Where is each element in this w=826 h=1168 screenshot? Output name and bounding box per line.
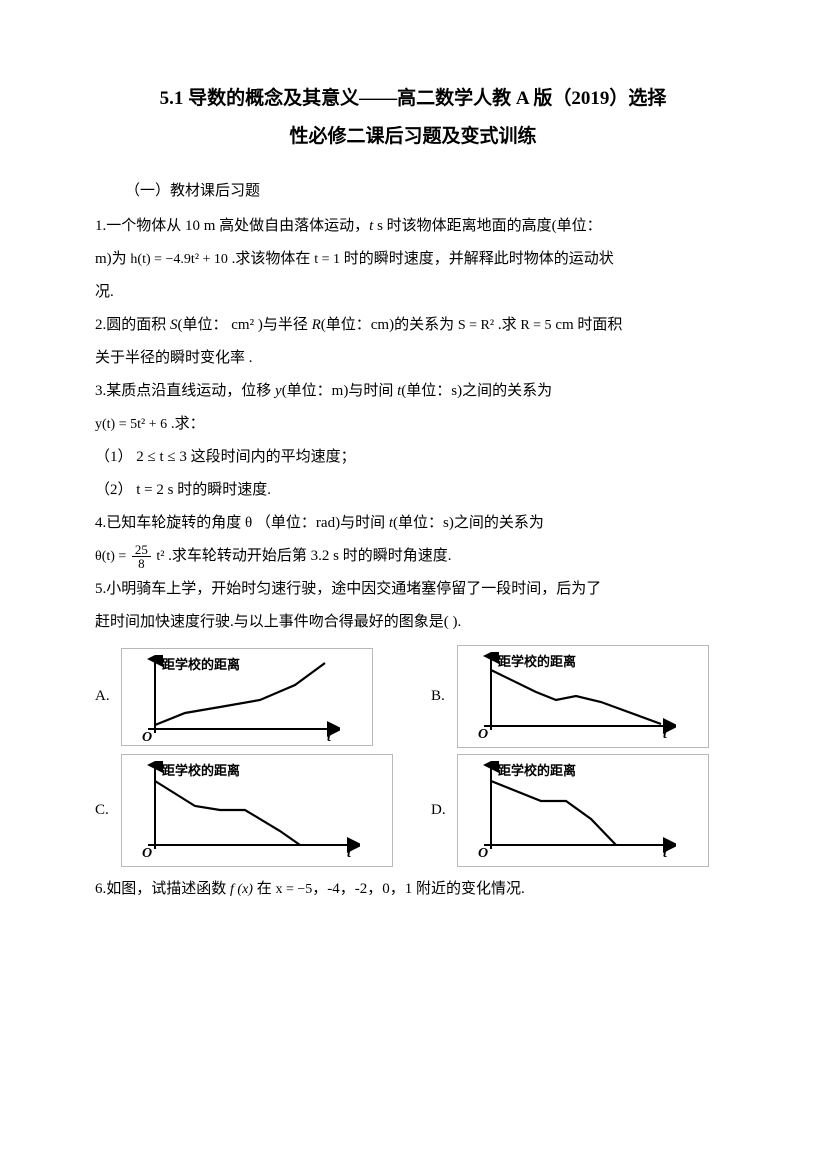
graph-d-svg: 距学校的距离 O t xyxy=(466,761,676,859)
graph-a-svg: 距学校的距离 O t xyxy=(130,655,340,743)
q4-text-b: (单位：s)之间的关系为 xyxy=(393,515,544,531)
graph-b-svg: 距学校的距离 O t xyxy=(466,652,676,740)
question-3-sub2: （2） t = 2 s 时的瞬时速度. xyxy=(95,474,731,507)
q6-fx: f (x) xyxy=(230,882,253,897)
option-d-graph: 距学校的距离 O t xyxy=(457,754,709,867)
option-a-label: A. xyxy=(95,688,121,705)
graph-c-svg: 距学校的距离 O t xyxy=(130,761,360,859)
q1-t-eq-1: t = 1 xyxy=(314,252,340,267)
graph-a-t: t xyxy=(327,730,332,743)
q3-text-a: 3.某质点沿直线运动，位移 xyxy=(95,383,275,399)
graph-c-ylabel: 距学校的距离 xyxy=(162,763,240,778)
q3-formula: y(t) = 5t² + 6 xyxy=(95,417,167,432)
question-3-formula-line: y(t) = 5t² + 6 .求： xyxy=(95,408,731,441)
q1-text-e: 时的瞬时速度，并解释此时物体的运动状 xyxy=(340,251,614,267)
graph-c-curve xyxy=(155,781,300,845)
option-a-graph: 距学校的距离 O t xyxy=(121,648,373,746)
graph-b-curve xyxy=(491,670,661,724)
option-b-label: B. xyxy=(431,688,457,705)
graph-a-ylabel: 距学校的距离 xyxy=(162,657,240,672)
graph-b-t: t xyxy=(663,727,668,740)
question-4-formula-line: θ(t) = 258 t² .求车轮转动开始后第 3.2 s 时的瞬时角速度. xyxy=(95,540,731,573)
q1-text-a: 1.一个物体从 10 m 高处做自由落体运动， xyxy=(95,218,369,234)
graph-b-ylabel: 距学校的距离 xyxy=(498,654,576,669)
q4-frac-bot: 8 xyxy=(132,557,151,570)
q2-text-a: 2.圆的面积 xyxy=(95,317,170,333)
graph-c-t: t xyxy=(347,846,352,859)
graph-c-origin: O xyxy=(142,846,152,859)
q4-rest: t² xyxy=(153,549,165,564)
q3-text-c: (单位：s)之间的关系为 xyxy=(401,383,552,399)
question-1-line2: m)为 h(t) = −4.9t² + 10 .求该物体在 t = 1 时的瞬时… xyxy=(95,243,731,276)
q2-text-d: .求 xyxy=(494,317,520,333)
question-5-line1: 5.小明骑车上学，开始时匀速行驶，途中因交通堵塞停留了一段时间，后为了 xyxy=(95,573,731,606)
q2-r-eq-5: R = 5 xyxy=(520,318,551,333)
q1-text-d: .求该物体在 xyxy=(228,251,314,267)
q6-text-c: ，-4，-2，0，1 附近的变化情况. xyxy=(312,881,525,897)
q6-text-a: 6.如图，试描述函数 xyxy=(95,881,230,897)
q2-text-b: (单位： cm² )与半径 xyxy=(178,317,312,333)
q3-var-y: y xyxy=(275,383,282,399)
graph-a-origin: O xyxy=(142,730,152,743)
q1-text-c: m)为 xyxy=(95,251,130,267)
q2-var-r: R xyxy=(312,317,321,333)
q2-text-e: cm 时面积 xyxy=(552,317,623,333)
q3-text-d: .求： xyxy=(167,416,205,432)
option-row-cd: C. 距学校的距离 O t D. 距学校的距离 O t xyxy=(95,754,731,867)
question-3: 3.某质点沿直线运动，位移 y(单位：m)与时间 t(单位：s)之间的关系为 xyxy=(95,375,731,408)
q6-x-eq: x = −5 xyxy=(275,882,312,897)
graph-b-origin: O xyxy=(478,727,488,740)
q2-formula: S = R² xyxy=(458,318,494,333)
option-c-graph: 距学校的距离 O t xyxy=(121,754,393,867)
page-title: 5.1 导数的概念及其意义——高二数学人教 A 版（2019）选择 性必修二课后… xyxy=(95,80,731,156)
q2-text-c: (单位：cm)的关系为 xyxy=(321,317,458,333)
q4-frac-top: 25 xyxy=(132,543,151,557)
question-1: 1.一个物体从 10 m 高处做自由落体运动，t s 时该物体距离地面的高度(单… xyxy=(95,210,731,243)
option-b-graph: 距学校的距离 O t xyxy=(457,645,709,748)
question-6: 6.如图，试描述函数 f (x) 在 x = −5，-4，-2，0，1 附近的变… xyxy=(95,873,731,906)
graph-d-origin: O xyxy=(478,846,488,859)
q3-text-b: (单位：m)与时间 xyxy=(282,383,397,399)
q1-formula: h(t) = −4.9t² + 10 xyxy=(130,252,228,267)
question-4: 4.已知车轮旋转的角度 θ （单位：rad)与时间 t(单位：s)之间的关系为 xyxy=(95,507,731,540)
question-2: 2.圆的面积 S(单位： cm² )与半径 R(单位：cm)的关系为 S = R… xyxy=(95,309,731,342)
option-row-ab: A. 距学校的距离 O xyxy=(95,645,731,748)
graph-a-curve xyxy=(155,663,325,725)
option-d-label: D. xyxy=(431,802,457,819)
graph-d-t: t xyxy=(663,846,668,859)
section-1-heading: （一）教材课后习题 xyxy=(95,176,731,206)
question-2-line2: 关于半径的瞬时变化率 . xyxy=(95,342,731,375)
question-1-line3: 况. xyxy=(95,276,731,309)
question-5-line2: 赶时间加快速度行驶.与以上事件吻合得最好的图象是( ). xyxy=(95,606,731,639)
graph-d-curve xyxy=(491,781,616,845)
q6-text-b: 在 xyxy=(253,881,276,897)
q4-fraction: 258 xyxy=(132,543,151,570)
q1-text-b: s 时该物体距离地面的高度(单位： xyxy=(373,218,601,234)
question-3-sub1: （1） 2 ≤ t ≤ 3 这段时间内的平均速度； xyxy=(95,441,731,474)
q2-var-s: S xyxy=(170,317,178,333)
title-line-2: 性必修二课后习题及变式训练 xyxy=(289,126,536,147)
title-line-1: 5.1 导数的概念及其意义——高二数学人教 A 版（2019）选择 xyxy=(160,88,667,109)
q4-text-a: 4.已知车轮旋转的角度 θ （单位：rad)与时间 xyxy=(95,515,389,531)
q4-theta: θ(t) = xyxy=(95,549,130,564)
q4-text-c: .求车轮转动开始后第 3.2 s 时的瞬时角速度. xyxy=(164,548,451,564)
option-c-label: C. xyxy=(95,802,121,819)
graph-d-ylabel: 距学校的距离 xyxy=(498,763,576,778)
